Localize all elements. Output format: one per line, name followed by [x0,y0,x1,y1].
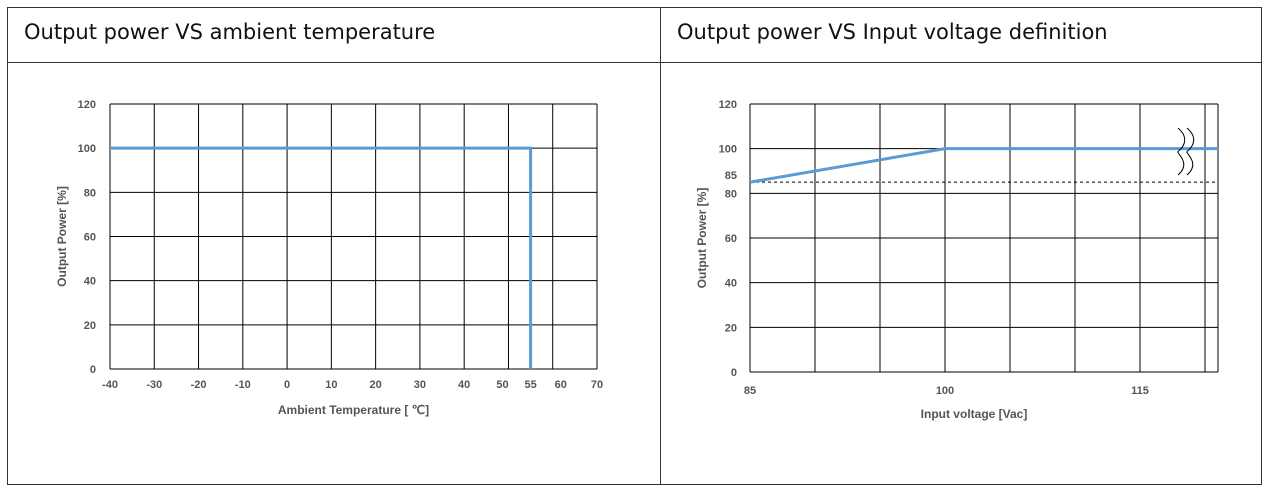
x-tick-label: -10 [235,379,251,391]
axis-break-symbol [1177,127,1186,176]
x-tick-label: 115 [1131,385,1149,397]
x-tick-label: 40 [458,379,470,391]
y-tick-label: 120 [719,99,737,111]
y-tick-label: 20 [725,322,737,334]
x-axis-title: Input voltage [Vac] [921,407,1028,421]
x-tick-label: 0 [284,379,290,391]
y-tick-label: 0 [90,364,96,376]
y-axis-title: Output Power [%] [695,188,709,289]
y-axis-title: Output Power [%] [55,186,69,287]
x-tick-label: 50 [496,379,508,391]
series-line [749,147,1218,184]
series-line [110,146,533,369]
x-tick-label: 70 [591,379,603,391]
left-panel-header: Output power VS ambient temperature [24,20,436,44]
y-tick-label: 40 [725,278,737,290]
x-axis-title: Ambient Temperature [ ℃] [278,403,429,417]
table-frame [7,7,1262,485]
x-tick-label: 100 [936,385,954,397]
column-divider [660,7,661,485]
y-tick-label-reference: 85 [725,170,737,182]
x-tick-label: 10 [325,379,337,391]
x-tick-label: -20 [191,379,207,391]
axis-break-symbol [1186,127,1195,176]
y-tick-label: 40 [84,276,96,288]
x-tick-label: -30 [146,379,162,391]
right-panel-header: Output power VS Input voltage definition [677,20,1108,44]
x-tick-label: 60 [555,379,567,391]
x-tick-label: 30 [414,379,426,391]
x-tick-label: -40 [102,379,118,391]
y-tick-label: 100 [719,144,737,156]
y-tick-label: 0 [731,367,737,379]
x-tick-label: 85 [744,385,756,397]
y-tick-label: 80 [725,188,737,200]
y-tick-label: 60 [725,233,737,245]
x-tick-label: 55 [524,379,536,391]
y-tick-label: 80 [84,187,96,199]
y-tick-label: 100 [78,143,96,155]
x-tick-label: 20 [370,379,382,391]
header-divider [7,62,1262,63]
y-tick-label: 20 [84,320,96,332]
y-tick-label: 120 [78,99,96,111]
y-tick-label: 60 [84,232,96,244]
